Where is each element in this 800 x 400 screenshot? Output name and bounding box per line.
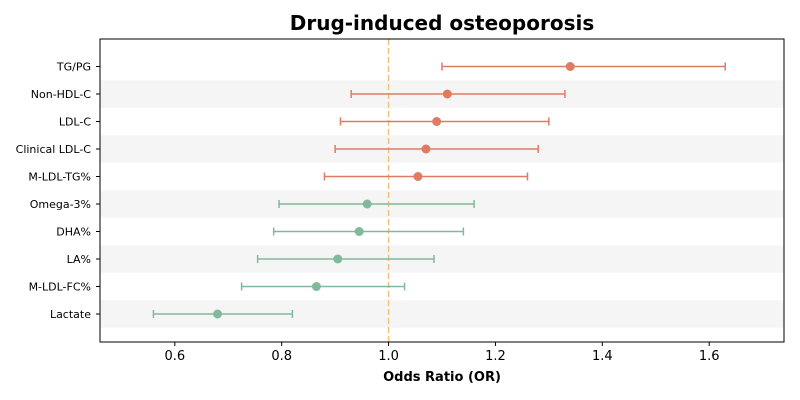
row-band bbox=[100, 245, 784, 273]
y-tick-label: Clinical LDL-C bbox=[16, 143, 92, 156]
ci-row bbox=[240, 282, 406, 291]
x-tick-label: 0.8 bbox=[271, 349, 292, 364]
ci-row bbox=[441, 62, 726, 71]
y-tick-label: M-LDL-TG% bbox=[28, 171, 91, 184]
ci-row bbox=[152, 309, 294, 319]
y-tick-label: Omega-3% bbox=[30, 198, 91, 211]
ci-row bbox=[278, 199, 475, 209]
x-tick-label: 0.6 bbox=[164, 349, 185, 364]
y-tick-label: LDL-C bbox=[59, 116, 92, 129]
or-point bbox=[442, 89, 452, 99]
y-axis: TG/PG Non-HDL-C LDL-C Clinical LDL-C M-LDL-T… bbox=[16, 61, 100, 321]
ci-row bbox=[323, 172, 529, 181]
x-tick-label: 1.2 bbox=[485, 349, 506, 364]
x-axis-label: Odds Ratio (OR) bbox=[383, 370, 501, 385]
y-tick-label: M-LDL-FC% bbox=[29, 281, 91, 294]
or-point bbox=[311, 282, 321, 291]
or-point bbox=[421, 144, 431, 154]
or-point bbox=[213, 309, 223, 319]
or-point bbox=[333, 254, 343, 264]
or-point bbox=[413, 172, 423, 181]
ci-row bbox=[350, 89, 566, 99]
or-point bbox=[354, 227, 364, 236]
x-tick-label: 1.4 bbox=[592, 349, 613, 364]
ci-row bbox=[256, 254, 435, 264]
y-tick-label: Lactate bbox=[50, 308, 91, 321]
y-tick-label: DHA% bbox=[56, 226, 91, 239]
chart-title: Drug-induced osteoporosis bbox=[290, 11, 595, 35]
plot-frame bbox=[99, 38, 785, 343]
ci-row bbox=[272, 227, 465, 236]
x-axis: 0.6 0.8 1.0 1.2 1.4 1.6 bbox=[164, 342, 720, 364]
y-tick-label: LA% bbox=[67, 253, 91, 266]
or-point bbox=[432, 117, 442, 126]
or-point bbox=[565, 62, 575, 71]
ci-row bbox=[339, 117, 550, 126]
ci-row bbox=[334, 144, 539, 154]
y-tick-label: Non-HDL-C bbox=[31, 88, 92, 101]
x-tick-label: 1.6 bbox=[699, 349, 720, 364]
or-point bbox=[362, 199, 372, 209]
data-marks bbox=[152, 62, 726, 319]
x-tick-label: 1.0 bbox=[378, 349, 399, 364]
y-tick-label: TG/PG bbox=[56, 61, 91, 74]
